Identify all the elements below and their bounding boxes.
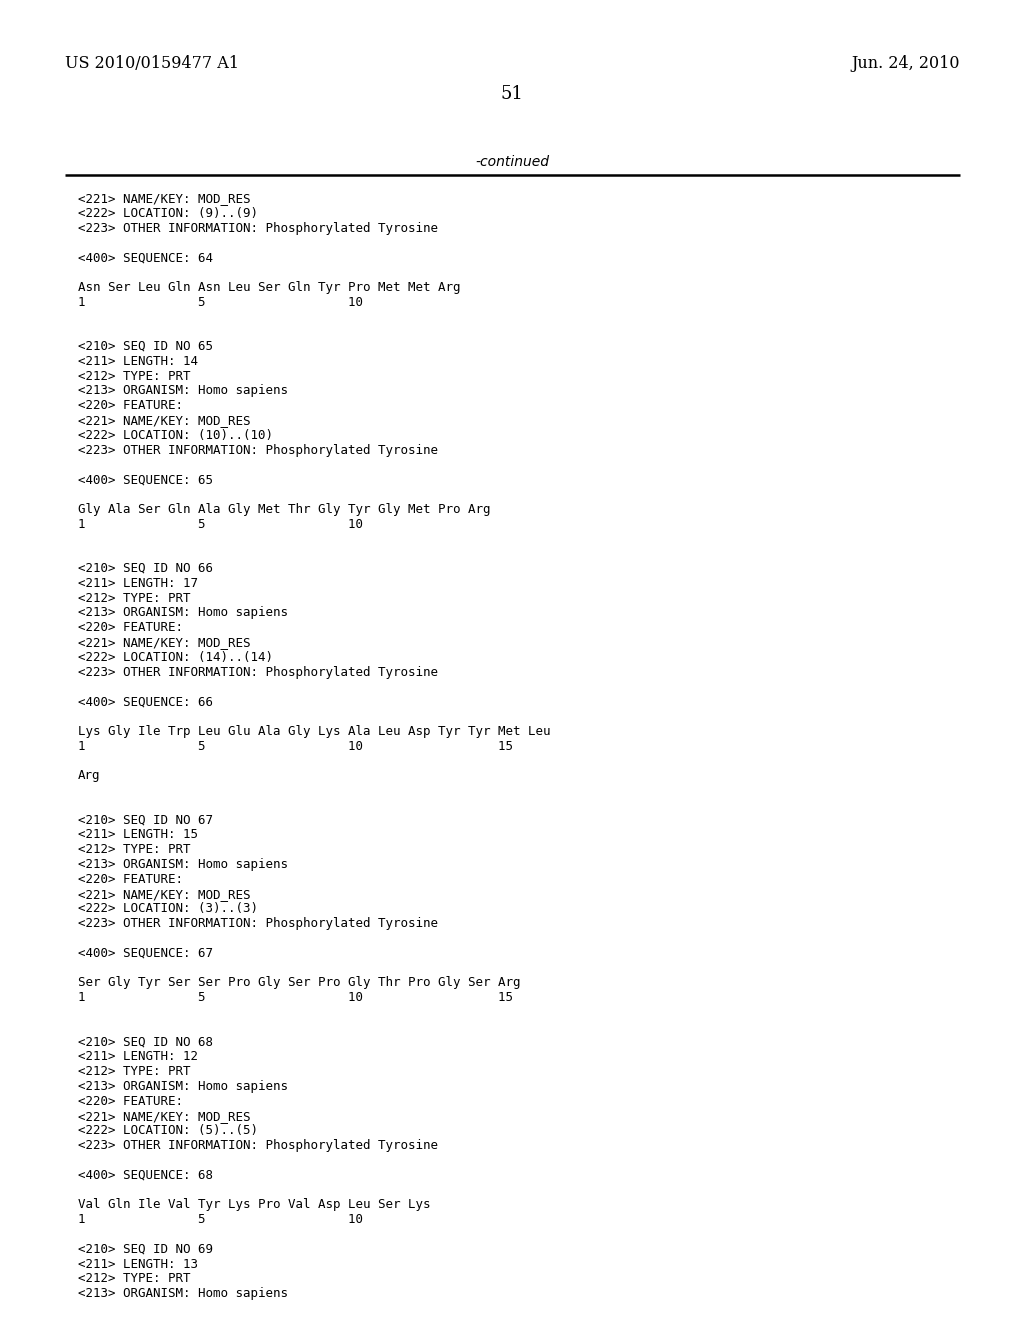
- Text: Lys Gly Ile Trp Leu Glu Ala Gly Lys Ala Leu Asp Tyr Tyr Met Leu: Lys Gly Ile Trp Leu Glu Ala Gly Lys Ala …: [78, 725, 551, 738]
- Text: <222> LOCATION: (3)..(3): <222> LOCATION: (3)..(3): [78, 903, 258, 915]
- Text: <220> FEATURE:: <220> FEATURE:: [78, 1094, 183, 1107]
- Text: <212> TYPE: PRT: <212> TYPE: PRT: [78, 370, 190, 383]
- Text: <212> TYPE: PRT: <212> TYPE: PRT: [78, 1272, 190, 1286]
- Text: 1               5                   10: 1 5 10: [78, 296, 362, 309]
- Text: <220> FEATURE:: <220> FEATURE:: [78, 622, 183, 634]
- Text: <222> LOCATION: (14)..(14): <222> LOCATION: (14)..(14): [78, 651, 273, 664]
- Text: <221> NAME/KEY: MOD_RES: <221> NAME/KEY: MOD_RES: [78, 414, 251, 426]
- Text: <213> ORGANISM: Homo sapiens: <213> ORGANISM: Homo sapiens: [78, 1287, 288, 1300]
- Text: 1               5                   10: 1 5 10: [78, 517, 362, 531]
- Text: <223> OTHER INFORMATION: Phosphorylated Tyrosine: <223> OTHER INFORMATION: Phosphorylated …: [78, 1139, 438, 1152]
- Text: <212> TYPE: PRT: <212> TYPE: PRT: [78, 843, 190, 857]
- Text: Jun. 24, 2010: Jun. 24, 2010: [852, 55, 961, 73]
- Text: Asn Ser Leu Gln Asn Leu Ser Gln Tyr Pro Met Met Arg: Asn Ser Leu Gln Asn Leu Ser Gln Tyr Pro …: [78, 281, 461, 294]
- Text: 51: 51: [501, 84, 523, 103]
- Text: <210> SEQ ID NO 67: <210> SEQ ID NO 67: [78, 813, 213, 826]
- Text: <210> SEQ ID NO 69: <210> SEQ ID NO 69: [78, 1243, 213, 1255]
- Text: <222> LOCATION: (10)..(10): <222> LOCATION: (10)..(10): [78, 429, 273, 442]
- Text: <213> ORGANISM: Homo sapiens: <213> ORGANISM: Homo sapiens: [78, 606, 288, 619]
- Text: <222> LOCATION: (9)..(9): <222> LOCATION: (9)..(9): [78, 207, 258, 220]
- Text: <210> SEQ ID NO 68: <210> SEQ ID NO 68: [78, 1036, 213, 1048]
- Text: <221> NAME/KEY: MOD_RES: <221> NAME/KEY: MOD_RES: [78, 636, 251, 649]
- Text: <220> FEATURE:: <220> FEATURE:: [78, 873, 183, 886]
- Text: <400> SEQUENCE: 68: <400> SEQUENCE: 68: [78, 1168, 213, 1181]
- Text: <212> TYPE: PRT: <212> TYPE: PRT: [78, 591, 190, 605]
- Text: <213> ORGANISM: Homo sapiens: <213> ORGANISM: Homo sapiens: [78, 858, 288, 871]
- Text: <223> OTHER INFORMATION: Phosphorylated Tyrosine: <223> OTHER INFORMATION: Phosphorylated …: [78, 222, 438, 235]
- Text: <223> OTHER INFORMATION: Phosphorylated Tyrosine: <223> OTHER INFORMATION: Phosphorylated …: [78, 444, 438, 457]
- Text: <220> FEATURE:: <220> FEATURE:: [78, 399, 183, 412]
- Text: <211> LENGTH: 12: <211> LENGTH: 12: [78, 1051, 198, 1064]
- Text: <211> LENGTH: 14: <211> LENGTH: 14: [78, 355, 198, 368]
- Text: <211> LENGTH: 13: <211> LENGTH: 13: [78, 1258, 198, 1271]
- Text: 1               5                   10                  15: 1 5 10 15: [78, 739, 513, 752]
- Text: <213> ORGANISM: Homo sapiens: <213> ORGANISM: Homo sapiens: [78, 1080, 288, 1093]
- Text: <400> SEQUENCE: 64: <400> SEQUENCE: 64: [78, 251, 213, 264]
- Text: <212> TYPE: PRT: <212> TYPE: PRT: [78, 1065, 190, 1078]
- Text: Gly Ala Ser Gln Ala Gly Met Thr Gly Tyr Gly Met Pro Arg: Gly Ala Ser Gln Ala Gly Met Thr Gly Tyr …: [78, 503, 490, 516]
- Text: <210> SEQ ID NO 66: <210> SEQ ID NO 66: [78, 562, 213, 576]
- Text: <221> NAME/KEY: MOD_RES: <221> NAME/KEY: MOD_RES: [78, 887, 251, 900]
- Text: Ser Gly Tyr Ser Ser Pro Gly Ser Pro Gly Thr Pro Gly Ser Arg: Ser Gly Tyr Ser Ser Pro Gly Ser Pro Gly …: [78, 977, 520, 990]
- Text: Arg: Arg: [78, 770, 100, 783]
- Text: US 2010/0159477 A1: US 2010/0159477 A1: [65, 55, 239, 73]
- Text: <210> SEQ ID NO 65: <210> SEQ ID NO 65: [78, 341, 213, 352]
- Text: <221> NAME/KEY: MOD_RES: <221> NAME/KEY: MOD_RES: [78, 191, 251, 205]
- Text: <213> ORGANISM: Homo sapiens: <213> ORGANISM: Homo sapiens: [78, 384, 288, 397]
- Text: <223> OTHER INFORMATION: Phosphorylated Tyrosine: <223> OTHER INFORMATION: Phosphorylated …: [78, 665, 438, 678]
- Text: <400> SEQUENCE: 67: <400> SEQUENCE: 67: [78, 946, 213, 960]
- Text: <400> SEQUENCE: 65: <400> SEQUENCE: 65: [78, 473, 213, 486]
- Text: -continued: -continued: [475, 154, 549, 169]
- Text: <222> LOCATION: (5)..(5): <222> LOCATION: (5)..(5): [78, 1125, 258, 1138]
- Text: <221> NAME/KEY: MOD_RES: <221> NAME/KEY: MOD_RES: [78, 1110, 251, 1122]
- Text: <211> LENGTH: 15: <211> LENGTH: 15: [78, 829, 198, 841]
- Text: <223> OTHER INFORMATION: Phosphorylated Tyrosine: <223> OTHER INFORMATION: Phosphorylated …: [78, 917, 438, 931]
- Text: 1               5                   10                  15: 1 5 10 15: [78, 991, 513, 1005]
- Text: 1               5                   10: 1 5 10: [78, 1213, 362, 1226]
- Text: <211> LENGTH: 17: <211> LENGTH: 17: [78, 577, 198, 590]
- Text: Val Gln Ile Val Tyr Lys Pro Val Asp Leu Ser Lys: Val Gln Ile Val Tyr Lys Pro Val Asp Leu …: [78, 1199, 430, 1212]
- Text: <400> SEQUENCE: 66: <400> SEQUENCE: 66: [78, 696, 213, 709]
